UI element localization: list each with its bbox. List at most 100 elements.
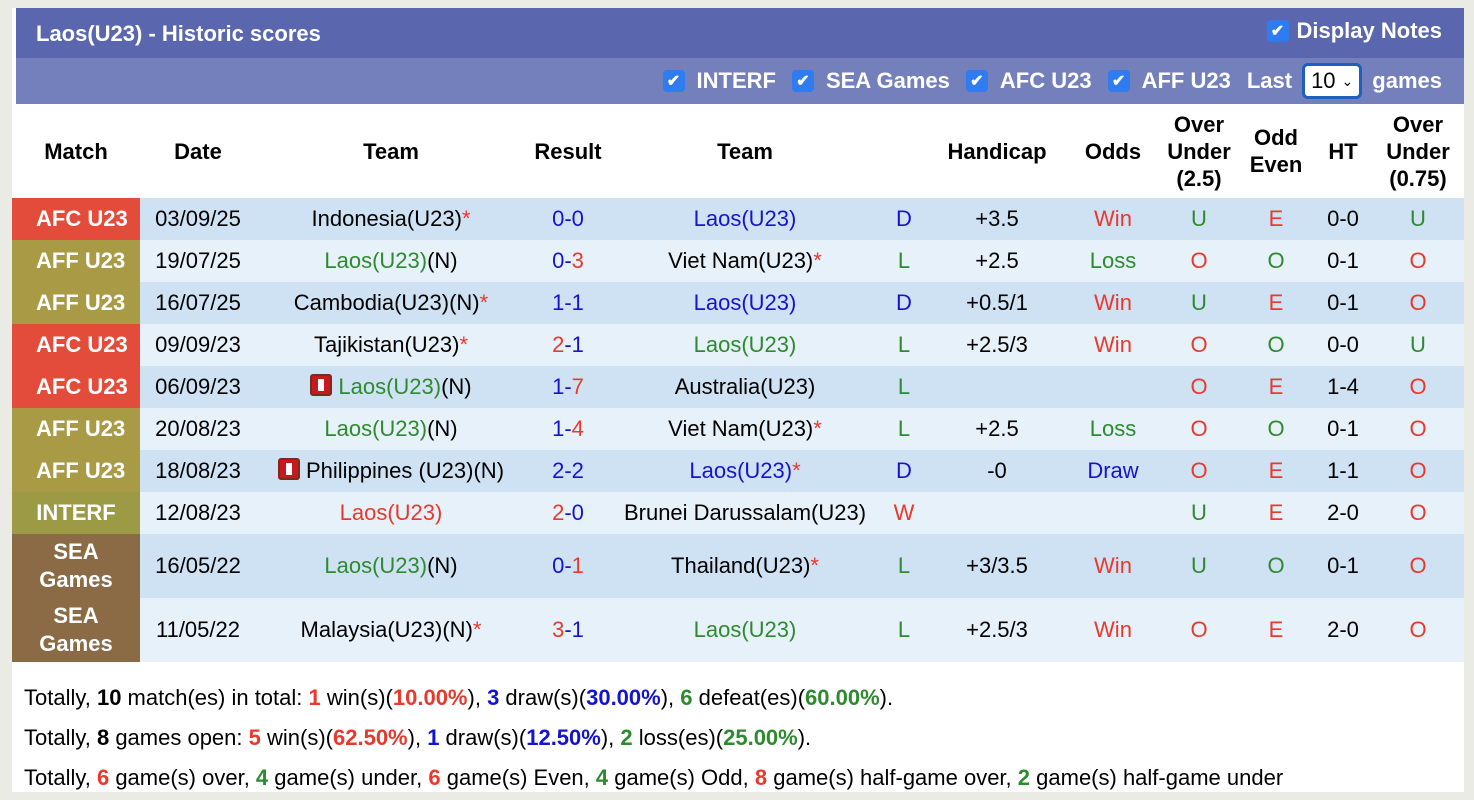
display-notes-toggle[interactable]: ✔ Display Notes <box>1266 18 1442 44</box>
handicap: +2.5/3 <box>928 324 1066 366</box>
odds-result: Win <box>1066 534 1160 598</box>
result[interactable]: 2-2 <box>526 450 610 492</box>
filter-label: SEA Games <box>825 68 950 93</box>
filter-label: AFF U23 <box>1141 68 1231 93</box>
team-name[interactable]: Laos(U23) <box>339 500 443 525</box>
match-type[interactable]: AFF U23 <box>12 282 140 324</box>
table-row[interactable]: AFF U23 18/08/23 Philippines (U23)(N) 2-… <box>12 450 1464 492</box>
filter-label: AFC U23 <box>999 68 1092 93</box>
match-type[interactable]: AFF U23 <box>12 240 140 282</box>
checkbox-checked-icon[interactable]: ✔ <box>791 70 814 92</box>
summary-segment: defeat(es)( <box>692 685 806 710</box>
wdl: L <box>880 240 928 282</box>
team-name[interactable]: Philippines (U23) <box>305 458 474 483</box>
column-header: Team <box>256 104 526 198</box>
team-name[interactable]: Laos(U23) <box>324 248 428 273</box>
table-row[interactable]: AFC U23 03/09/25 Indonesia(U23)* 0-0 Lao… <box>12 198 1464 240</box>
table-row[interactable]: AFC U23 09/09/23 Tajikistan(U23)* 2-1 La… <box>12 324 1464 366</box>
filter-aff-u23[interactable]: ✔ AFF U23 <box>1107 68 1231 94</box>
filter-afc-u23[interactable]: ✔ AFC U23 <box>965 68 1092 94</box>
home-goals: 1 <box>552 290 565 315</box>
team-name[interactable]: Thailand(U23) <box>671 553 811 578</box>
table-row[interactable]: AFC U23 06/09/23 Laos(U23)(N) 1-7 Austra… <box>12 366 1464 408</box>
home-goals: 1 <box>552 374 565 399</box>
filter-label: INTERF <box>696 68 776 93</box>
over-under: U <box>1160 198 1238 240</box>
away-goals: 1 <box>571 553 584 578</box>
home-team: Philippines (U23)(N) <box>256 450 526 492</box>
odds-result: Loss <box>1066 240 1160 282</box>
team-name[interactable]: Laos(U23) <box>693 332 797 357</box>
match-type[interactable]: AFC U23 <box>12 366 140 408</box>
team-name[interactable]: Malaysia(U23) <box>300 617 443 642</box>
home-goals: 0 <box>552 248 565 273</box>
table-row[interactable]: AFF U23 16/07/25 Cambodia(U23)(N)* 1-1 L… <box>12 282 1464 324</box>
filter-sea-games[interactable]: ✔ SEA Games <box>791 68 950 94</box>
checkbox-checked-icon[interactable]: ✔ <box>662 70 685 92</box>
result[interactable]: 0-3 <box>526 240 610 282</box>
team-name[interactable]: Laos(U23) <box>338 374 442 399</box>
match-type[interactable]: AFC U23 <box>12 324 140 366</box>
half-time: 0-0 <box>1314 324 1372 366</box>
team-name[interactable]: Tajikistan(U23) <box>313 332 460 357</box>
last-label: Last <box>1246 68 1293 93</box>
team-name[interactable]: Viet Nam(U23) <box>668 248 814 273</box>
checkbox-checked-icon[interactable]: ✔ <box>1107 70 1130 92</box>
summary-segment: games open: <box>109 725 249 750</box>
result[interactable]: 1-1 <box>526 282 610 324</box>
match-label: INTERF <box>36 500 116 525</box>
table-row[interactable]: AFF U23 20/08/23 Laos(U23)(N) 1-4 Viet N… <box>12 408 1464 450</box>
team-name[interactable]: Cambodia(U23) <box>293 290 450 315</box>
table-row[interactable]: INTERF 12/08/23 Laos(U23) 2-0 Brunei Dar… <box>12 492 1464 534</box>
match-type[interactable]: AFF U23 <box>12 408 140 450</box>
summary-segment: game(s) under, <box>268 765 429 790</box>
odd-even: E <box>1238 598 1314 662</box>
odds-result: Draw <box>1066 450 1160 492</box>
home-team: Laos(U23)(N) <box>256 408 526 450</box>
team-name[interactable]: Laos(U23) <box>324 553 428 578</box>
team-name[interactable]: Laos(U23) <box>693 206 797 231</box>
table-row[interactable]: AFF U23 19/07/25 Laos(U23)(N) 0-3 Viet N… <box>12 240 1464 282</box>
away-team: Australia(U23) <box>610 366 880 408</box>
match-type[interactable]: INTERF <box>12 492 140 534</box>
filter-interf[interactable]: ✔ INTERF <box>662 68 776 94</box>
games-count-select[interactable]: 10 ⌄ <box>1302 63 1363 99</box>
result[interactable]: 3-1 <box>526 598 610 662</box>
result[interactable]: 1-7 <box>526 366 610 408</box>
table-row[interactable]: SEA Games 16/05/22 Laos(U23)(N) 0-1 Thai… <box>12 534 1464 598</box>
match-type[interactable]: AFC U23 <box>12 198 140 240</box>
team-name[interactable]: Viet Nam(U23) <box>668 416 814 441</box>
half-time: 0-1 <box>1314 408 1372 450</box>
result[interactable]: 2-1 <box>526 324 610 366</box>
team-name[interactable]: Indonesia(U23) <box>311 206 462 231</box>
match-type[interactable]: AFF U23 <box>12 450 140 492</box>
team-name[interactable]: Laos(U23) <box>693 290 797 315</box>
team-name[interactable]: Laos(U23) <box>324 416 428 441</box>
team-name[interactable]: Laos(U23) <box>693 617 797 642</box>
result[interactable]: 1-4 <box>526 408 610 450</box>
result[interactable]: 0-0 <box>526 198 610 240</box>
over-under: O <box>1160 240 1238 282</box>
match-type[interactable]: SEA Games <box>12 598 140 662</box>
home-goals: 2 <box>552 332 565 357</box>
team-name[interactable]: Laos(U23) <box>689 458 793 483</box>
summary-segment: ), <box>660 685 681 710</box>
team-name[interactable]: Australia(U23) <box>674 374 816 399</box>
result[interactable]: 0-1 <box>526 534 610 598</box>
half-time: 1-1 <box>1314 450 1372 492</box>
away-team: Laos(U23) <box>610 324 880 366</box>
summary-segment: draw(s)( <box>439 725 527 750</box>
summary-segment: 10.00% <box>392 685 468 710</box>
home-goals: 2 <box>552 500 565 525</box>
star-marker: * <box>792 458 801 483</box>
match-label: AFC U23 <box>36 332 128 357</box>
team-name[interactable]: Brunei Darussalam(U23) <box>623 500 867 525</box>
half-time: 0-0 <box>1314 198 1372 240</box>
result[interactable]: 2-0 <box>526 492 610 534</box>
match-type[interactable]: SEA Games <box>12 534 140 598</box>
checkbox-checked-icon[interactable]: ✔ <box>1266 20 1289 42</box>
table-row[interactable]: SEA Games 11/05/22 Malaysia(U23)(N)* 3-1… <box>12 598 1464 662</box>
summary-segment: ). <box>797 725 812 750</box>
checkbox-checked-icon[interactable]: ✔ <box>965 70 988 92</box>
panel-title: Laos(U23) - Historic scores <box>36 21 321 46</box>
